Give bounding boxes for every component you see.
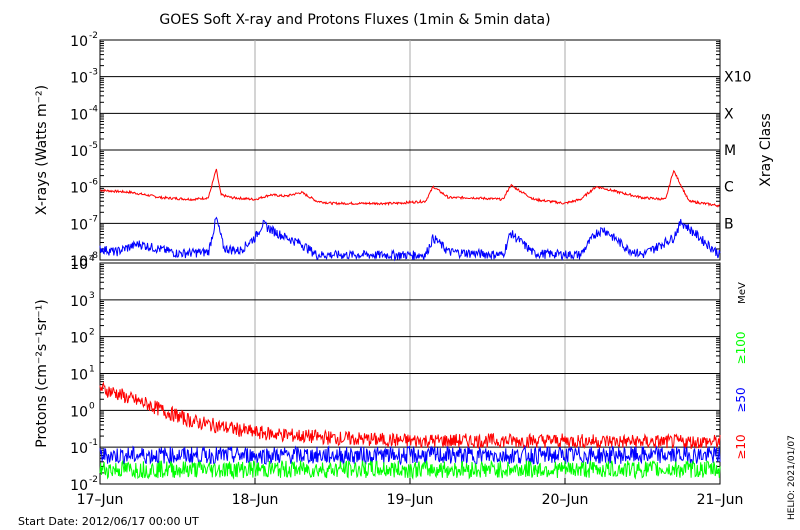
y-tick-label: 10: [70, 441, 88, 457]
y-axis-label: Protons (cm⁻²s⁻¹sr⁻¹): [34, 299, 50, 448]
x-axis-ticks: 17–Jun 18–Jun 19–Jun 20–Jun 21–Jun: [77, 478, 744, 508]
energy-channel-label: ≥10: [734, 434, 748, 459]
y-tick-label: 10: [70, 254, 88, 270]
x-tick-label: 18–Jun: [232, 492, 279, 508]
units-label: MeV: [737, 282, 748, 304]
y-tick-label: 10: [70, 404, 88, 420]
xray-class-axis-title: Xray Class: [758, 113, 774, 187]
x-tick-label: 17–Jun: [77, 492, 124, 508]
y-tick-exponent: -7: [89, 214, 98, 224]
y-tick-label: 10: [70, 257, 88, 273]
y-tick-exponent: -2: [89, 31, 98, 41]
series-line: [99, 216, 721, 262]
y-tick-label: 10: [70, 34, 88, 50]
xray-class-label: X10: [724, 70, 751, 86]
energy-channel-label: ≥100: [734, 332, 748, 365]
series-line: [99, 444, 721, 466]
xray-class-label: C: [724, 180, 734, 196]
x-tick-label: 20–Jun: [542, 492, 589, 508]
chart-title: GOES Soft X-ray and Protons Fluxes (1min…: [159, 12, 550, 28]
x-tick-label: 19–Jun: [387, 492, 434, 508]
series-line: [99, 168, 721, 208]
y-tick-exponent: -5: [89, 141, 98, 151]
xray-class-label: M: [724, 143, 736, 159]
y-tick-exponent: -2: [89, 475, 98, 485]
y-axis-label: X-rays (Watts m⁻²): [34, 85, 50, 215]
y-tick-label: 10: [70, 217, 88, 233]
start-date-label: Start Date: 2012/06/17 00:00 UT: [18, 515, 199, 528]
y-tick-exponent: -3: [89, 68, 98, 78]
xray-panel: 10-210-310-410-510-610-710 -8X-rays (Watt…: [34, 31, 774, 270]
y-tick-label: 10: [70, 107, 88, 123]
credit-label: HELIO: 2021/01/07: [787, 435, 797, 520]
y-tick-exponent: -6: [89, 178, 98, 188]
xray-class-label: B: [724, 216, 734, 232]
y-tick-exponent: -8: [89, 251, 98, 261]
y-tick-label: 10: [70, 331, 88, 347]
y-tick-label: 10: [70, 144, 88, 160]
y-tick-label: 10: [70, 478, 88, 494]
series-line: [99, 459, 721, 480]
y-tick-label: 10: [70, 71, 88, 87]
y-tick-label: 10: [70, 181, 88, 197]
y-tick-exponent: 3: [89, 291, 95, 301]
y-tick-exponent: -1: [89, 438, 98, 448]
energy-channel-label: ≥50: [734, 387, 748, 412]
y-tick-exponent: 2: [89, 328, 95, 338]
y-tick-label: 10: [70, 368, 88, 384]
y-tick-exponent: -4: [89, 104, 98, 114]
series-line: [99, 381, 721, 450]
y-tick-label: 10: [70, 294, 88, 310]
xray-class-label: X: [724, 106, 734, 122]
y-tick-exponent: 1: [89, 365, 95, 375]
y-tick-exponent: 4: [89, 254, 95, 264]
y-tick-exponent: 0: [89, 401, 95, 411]
x-tick-label: 21–Jun: [697, 492, 744, 508]
